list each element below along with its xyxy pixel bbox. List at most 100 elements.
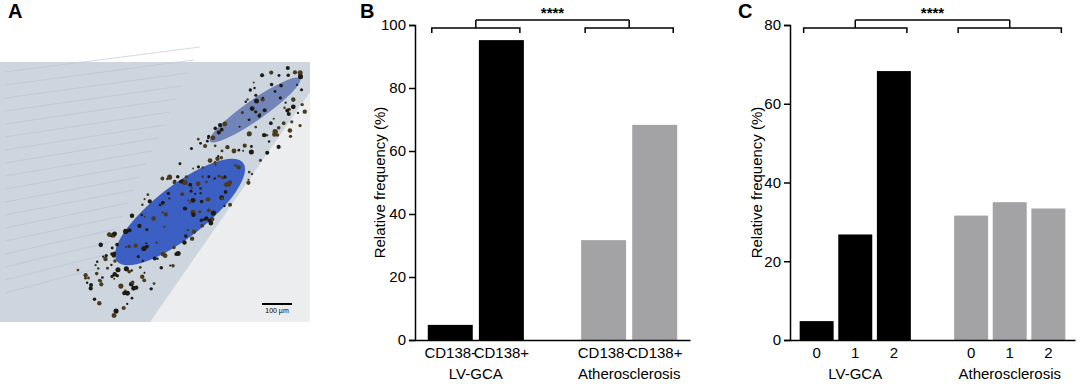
- group-label: Atherosclerosis: [578, 365, 681, 382]
- stained-cell: [225, 145, 229, 149]
- y-tick-label: 40: [764, 174, 781, 191]
- y-tick-mark: [784, 104, 790, 106]
- bars: [800, 71, 1066, 340]
- cell-infiltrate: [101, 142, 259, 281]
- stained-cell: [200, 218, 203, 221]
- stained-cell: [260, 73, 264, 77]
- stained-cell: [151, 216, 156, 221]
- x-tick: 2: [890, 340, 898, 361]
- stained-cell: [112, 231, 117, 236]
- stained-cell: [290, 120, 293, 123]
- stained-cell: [279, 84, 283, 88]
- tissue-background: [0, 62, 310, 322]
- y-axis-line: [409, 26, 416, 341]
- bars: [428, 40, 677, 340]
- stained-cell: [142, 278, 146, 282]
- stained-cell: [207, 137, 209, 139]
- stained-cell: [269, 70, 273, 74]
- stained-cell: [103, 257, 107, 261]
- stained-cell: [278, 74, 281, 77]
- stained-cell: [188, 183, 192, 187]
- stained-cell: [131, 269, 133, 271]
- stroma-streak: [5, 47, 200, 72]
- stained-cell: [288, 128, 293, 133]
- stained-cell: [110, 264, 112, 266]
- stained-cell: [179, 180, 182, 183]
- stained-cell: [291, 104, 296, 109]
- stained-cell: [246, 181, 250, 185]
- stained-cell: [86, 282, 88, 284]
- stained-cell: [220, 149, 223, 152]
- y-tick-mark: [784, 182, 790, 184]
- stained-cell: [270, 83, 274, 87]
- stained-cell: [248, 171, 251, 174]
- bracket-stem: [855, 20, 857, 28]
- stained-cell: [217, 155, 219, 157]
- stained-cell: [300, 88, 303, 91]
- stained-cell: [254, 94, 257, 97]
- y-tick-mark: [409, 277, 415, 279]
- figure: A100 µmB020406080100CD138-CD138+CD138-CD…: [0, 0, 1084, 389]
- x-tick-label: CD138+: [474, 344, 530, 361]
- stained-cell: [217, 130, 221, 134]
- stained-cell: [250, 106, 255, 111]
- stained-cell: [94, 264, 96, 266]
- stained-cell: [218, 123, 222, 127]
- stained-cell: [153, 282, 156, 285]
- scale-bar: [262, 303, 292, 305]
- stained-cell: [176, 175, 180, 179]
- x-tick-label: 1: [851, 344, 859, 361]
- stained-cell: [253, 82, 255, 84]
- stained-cell: [228, 180, 232, 184]
- y-tick-mark: [784, 261, 790, 263]
- stained-cell: [189, 202, 191, 204]
- stained-cell: [247, 179, 249, 181]
- y-tick-mark: [409, 25, 415, 27]
- stained-cell: [273, 118, 275, 120]
- stroma-streak: [5, 268, 98, 293]
- stained-cell: [149, 287, 152, 290]
- stained-cell: [97, 267, 99, 269]
- bar: [479, 40, 524, 340]
- stained-cell: [289, 135, 292, 138]
- stroma-streak: [5, 99, 176, 124]
- stained-cell: [125, 246, 127, 248]
- stained-cell: [211, 135, 216, 140]
- stained-cell: [215, 157, 219, 161]
- stained-cell: [164, 212, 168, 216]
- y-axis: 020406080: [764, 16, 790, 348]
- stained-cell: [249, 88, 252, 91]
- x-tick: 0: [812, 340, 820, 361]
- panel-label: B: [360, 0, 374, 22]
- stained-cell: [182, 180, 187, 185]
- stained-cell: [189, 190, 192, 193]
- stroma-streak: [5, 242, 110, 267]
- bracket-stem: [628, 20, 630, 28]
- x-axis: 012012: [791, 340, 1076, 361]
- micrograph: 100 µm: [0, 47, 310, 322]
- stained-cell: [234, 164, 237, 167]
- stroma-streak: [5, 73, 188, 98]
- x-tick-label: 2: [1044, 344, 1052, 361]
- stained-cell: [207, 218, 211, 222]
- y-tick: 80: [764, 16, 790, 33]
- x-tick: 2: [1044, 340, 1052, 361]
- stained-cell: [192, 167, 194, 169]
- stained-cell: [107, 232, 112, 237]
- stained-cell: [205, 181, 208, 184]
- bracket-arm: [804, 28, 907, 33]
- stained-cell: [101, 276, 104, 279]
- x-tick-label: 0: [967, 344, 975, 361]
- y-tick: 40: [389, 205, 415, 222]
- x-axis-line: [791, 340, 1076, 342]
- stained-cell: [145, 242, 147, 244]
- stained-cell: [254, 99, 259, 104]
- stained-cell: [112, 313, 117, 318]
- stained-cell: [214, 164, 216, 166]
- stained-cell: [183, 207, 186, 210]
- stained-cell: [163, 226, 165, 228]
- stroma-streak: [5, 112, 170, 137]
- stained-cell: [223, 205, 225, 207]
- y-tick-label: 40: [389, 205, 406, 222]
- stained-cell: [296, 84, 298, 86]
